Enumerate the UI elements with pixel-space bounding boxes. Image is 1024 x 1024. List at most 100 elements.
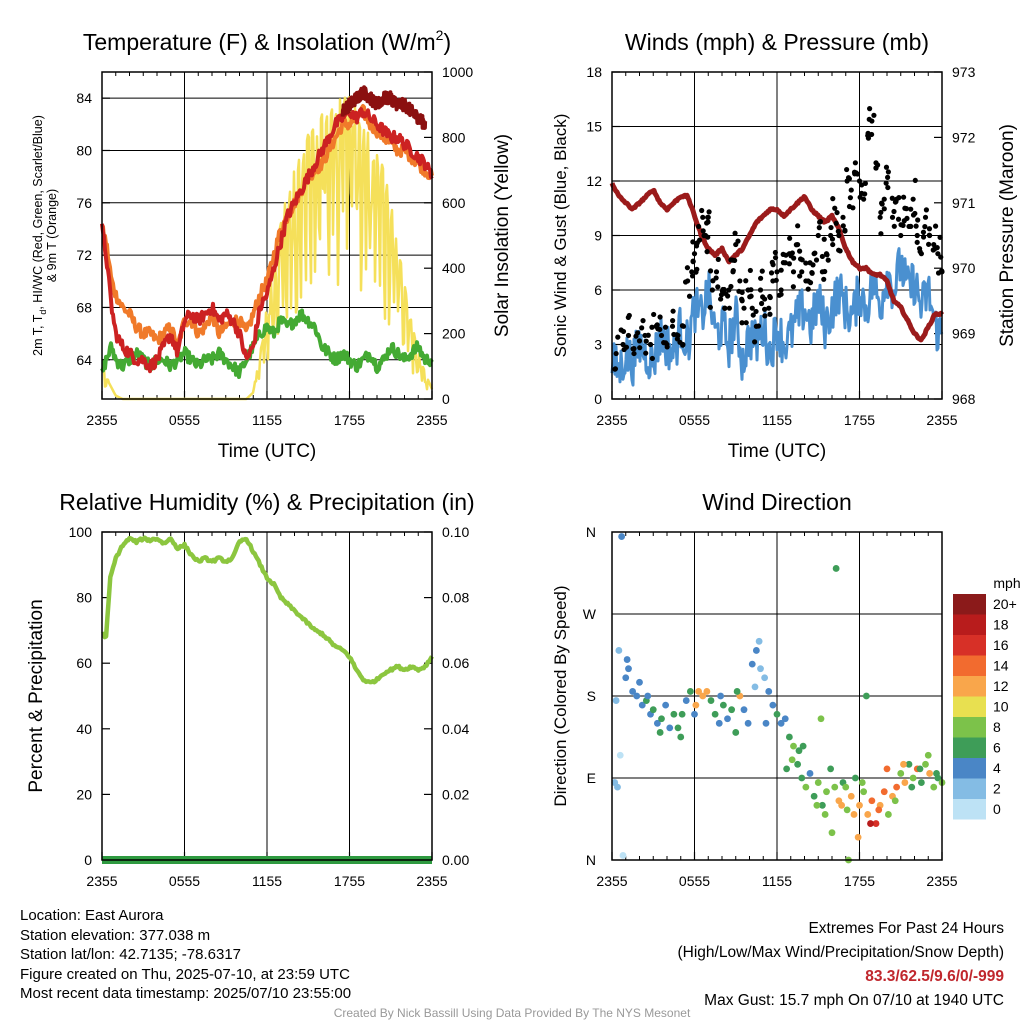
legend-label: 12 xyxy=(993,678,1009,694)
gust-point xyxy=(780,260,786,266)
wind-ytick-label: 12 xyxy=(586,173,602,189)
gust-point xyxy=(930,247,936,253)
direction-point xyxy=(751,683,759,691)
dir-xtick-label: 2355 xyxy=(596,873,627,889)
legend-label: 20+ xyxy=(993,596,1017,612)
direction-point xyxy=(633,692,641,700)
credit-line: Created By Nick Bassill Using Data Provi… xyxy=(333,1006,691,1020)
dir-ytick-label: N xyxy=(586,852,596,868)
legend-swatch xyxy=(953,676,986,697)
station-location: Location: East Aurora xyxy=(20,907,164,924)
gust-point xyxy=(877,214,883,220)
gust-point xyxy=(889,214,896,220)
temp-ylabel-part: , HI/WC (Red, Green, Scarlet/Blue) xyxy=(31,115,45,310)
direction-point xyxy=(823,788,830,796)
direction-point xyxy=(832,565,840,572)
direction-point xyxy=(922,760,929,768)
gust-point xyxy=(875,162,881,168)
temp-series-temp xyxy=(100,107,434,374)
wind-ytick-label: 3 xyxy=(594,337,602,353)
gust-point xyxy=(828,224,834,231)
station-latlon: Station lat/lon: 42.7135; -78.6317 xyxy=(20,946,242,963)
temp-y2tick-label: 800 xyxy=(442,129,466,145)
gust-point xyxy=(772,255,779,261)
rh-y2tick-label: 0.06 xyxy=(442,655,469,671)
direction-point xyxy=(854,833,862,841)
gust-point xyxy=(635,330,641,336)
legend-label: 18 xyxy=(993,617,1009,633)
gust-point xyxy=(762,313,768,319)
gust-point xyxy=(807,280,814,286)
most-recent-timestamp: Most recent data timestamp: 2025/07/10 2… xyxy=(20,985,352,1002)
gust-point xyxy=(845,175,852,181)
temp-title-sup: 2 xyxy=(436,27,444,43)
temp-y2tick-label: 1000 xyxy=(442,64,473,80)
gust-point xyxy=(871,112,877,118)
gust-point xyxy=(922,224,928,230)
dir-xtick-label: 2355 xyxy=(926,873,957,889)
gust-point xyxy=(643,338,649,344)
gust-point xyxy=(920,234,927,240)
gust-point xyxy=(832,205,838,211)
direction-point xyxy=(790,742,797,750)
temp-xtick-label: 0555 xyxy=(169,412,200,428)
gust-point xyxy=(739,289,745,296)
gust-point xyxy=(760,294,766,300)
temp-ytick-label: 72 xyxy=(76,247,92,263)
direction-point xyxy=(619,852,627,859)
direction-point xyxy=(872,820,880,827)
gust-point xyxy=(896,195,902,201)
gust-point xyxy=(844,166,850,173)
direction-point xyxy=(658,715,665,723)
gust-point xyxy=(680,341,686,348)
gust-point xyxy=(647,341,654,348)
direction-point xyxy=(827,765,835,773)
gust-point xyxy=(836,232,842,239)
gust-point xyxy=(713,269,720,275)
gust-point xyxy=(691,251,698,257)
gust-point xyxy=(759,300,765,307)
gust-point xyxy=(631,350,637,357)
gust-point xyxy=(793,242,799,248)
gust-point xyxy=(856,178,863,184)
direction-point xyxy=(765,688,773,695)
gust-point xyxy=(690,239,696,245)
gust-point xyxy=(786,261,792,267)
direction-point xyxy=(860,788,868,796)
direction-point xyxy=(695,688,703,695)
wind-y2tick-label: 969 xyxy=(952,326,976,342)
gust-point xyxy=(926,226,933,232)
gust-point xyxy=(769,259,775,265)
direction-point xyxy=(788,756,796,764)
direction-point xyxy=(618,533,626,540)
gust-point xyxy=(682,279,689,285)
direction-point xyxy=(623,656,631,663)
gust-point xyxy=(790,284,796,290)
gust-point xyxy=(917,248,923,255)
gust-point xyxy=(790,269,797,275)
extremes-subtitle: (High/Low/Max Wind/Precipitation/Snow De… xyxy=(677,944,1005,961)
temp-y2tick-label: 0 xyxy=(442,391,450,407)
gust-point xyxy=(748,293,754,299)
gust-point xyxy=(895,216,902,222)
legend-label: 0 xyxy=(993,801,1001,817)
dir-xtick-label: 0555 xyxy=(679,873,710,889)
rh-ytick-label: 0 xyxy=(84,852,92,868)
legend-label: 6 xyxy=(993,740,1001,756)
direction-point xyxy=(744,719,752,727)
direction-point xyxy=(802,783,810,791)
temp-y2tick-label: 200 xyxy=(442,326,466,342)
gust-point xyxy=(684,265,691,271)
direction-point xyxy=(864,811,872,818)
legend-label: 2 xyxy=(993,781,1001,797)
gust-point xyxy=(654,322,660,328)
gust-point xyxy=(852,160,858,166)
rh-title: Relative Humidity (%) & Precipitation (i… xyxy=(59,489,474,515)
gust-point xyxy=(735,238,741,244)
wind-ytick-label: 6 xyxy=(594,282,602,298)
wind-xtick-label: 1155 xyxy=(762,412,792,428)
gust-point xyxy=(679,323,686,329)
direction-point xyxy=(707,697,715,704)
legend-swatch xyxy=(953,614,986,635)
direction-point xyxy=(917,779,925,786)
